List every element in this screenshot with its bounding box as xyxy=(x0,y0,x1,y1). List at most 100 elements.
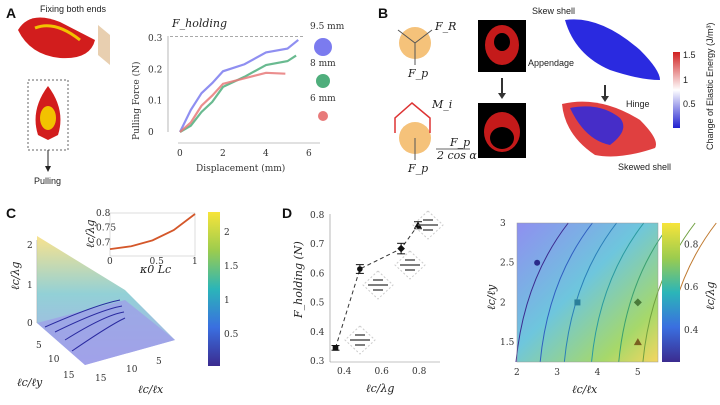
legend-marker xyxy=(314,38,332,56)
panel-label-d: D xyxy=(282,205,292,221)
shell-schematic xyxy=(362,270,394,300)
c-x-label: ℓc/ℓx xyxy=(138,383,164,396)
c-z-label: ℓc/λg xyxy=(9,262,22,290)
inset-y-tick: 0.7 xyxy=(96,238,111,248)
contour-line xyxy=(591,222,645,363)
x-axis-label: ℓc/λg xyxy=(366,382,394,395)
c-y-tick: 15 xyxy=(63,371,75,381)
pulling-force-chart: 0 0.1 0.2 0.3 0 2 4 6 F_holding Displacement (mm)… xyxy=(131,17,345,174)
c-z-tick: 0 xyxy=(27,319,33,329)
x-tick-label: 5 xyxy=(635,368,641,378)
c-z-tick: 2 xyxy=(27,241,33,251)
pulling-label: Pulling xyxy=(34,176,61,186)
c-z-tick: 1 xyxy=(27,281,33,291)
shell-schematic xyxy=(412,210,444,240)
inset-x-tick: 1 xyxy=(192,257,198,267)
y-tick-label: 2 xyxy=(500,298,506,308)
c-y-tick: 10 xyxy=(48,355,60,365)
marker-diamond xyxy=(397,244,405,253)
formula-denominator: 2 cos α xyxy=(436,149,477,162)
x-tick-label: 4 xyxy=(595,368,601,378)
energy-cbar-tick: 1.5 xyxy=(683,50,696,60)
moment-label: M_i xyxy=(431,98,452,111)
y-axis-label: Pulling Force (N) xyxy=(131,61,142,140)
c-x-tick: 15 xyxy=(95,374,107,384)
skew-shell-label: Skew shell xyxy=(532,6,575,16)
y-tick-label: 0.4 xyxy=(310,328,325,338)
marker-diamond xyxy=(633,298,642,307)
colorbar-tick: 0.4 xyxy=(684,326,699,336)
inset-frame xyxy=(109,212,196,257)
x-tick-label: 3 xyxy=(554,368,560,378)
c-x-tick: 5 xyxy=(156,357,162,367)
x-axis-label: ℓc/ℓx xyxy=(572,383,598,396)
legend-marker xyxy=(316,74,330,88)
holding-force-annotation: F_holding xyxy=(171,17,227,30)
contour-line xyxy=(563,222,617,363)
y-tick-label: 0.8 xyxy=(310,211,325,221)
y-tick-label: 0 xyxy=(148,128,154,138)
series-line-1 xyxy=(179,54,297,133)
panel-label-a: A xyxy=(6,5,16,21)
energy-cbar-tick: 1 xyxy=(683,75,688,85)
y-tick-label: 0.7 xyxy=(310,240,325,250)
marker-triangle xyxy=(633,338,642,346)
colorbar-tick: 0.6 xyxy=(684,283,699,293)
y-tick-label: 1.5 xyxy=(500,338,515,348)
y-tick-label: 0.5 xyxy=(310,299,325,309)
c-y-tick: 5 xyxy=(36,341,42,351)
y-tick-label: 0.6 xyxy=(310,269,325,279)
x-tick-label: 4 xyxy=(263,149,269,159)
x-tick-label: 0.6 xyxy=(375,367,390,377)
y-tick-label: 0.1 xyxy=(148,97,162,107)
x-tick-label: 0.8 xyxy=(412,367,427,377)
fixing-label: Fixing both ends xyxy=(40,4,107,14)
appendage-label: Appendage xyxy=(528,58,574,68)
energy-cbar-label: Change of Elastic Energy (J/m³) xyxy=(705,22,715,150)
force-diagram: F_R F_p M_i F_p F_p 2 cos α xyxy=(394,20,477,175)
series-line-0 xyxy=(179,39,299,133)
heatmap-chart: 1.5 2 2.5 3 2 3 4 5 ℓc/ℓx ℓc/ℓy 0.4 0.6 0.8 ℓc/λg xyxy=(485,219,717,396)
energy-map-before xyxy=(565,19,660,80)
c-cbar-tick: 1 xyxy=(224,296,230,306)
colorbar-label: ℓc/λg xyxy=(704,282,717,310)
trend-line xyxy=(335,224,419,349)
inset-y-tick: 0.75 xyxy=(96,224,116,234)
heatmap-field xyxy=(517,223,658,362)
holding-force-chart: 0.3 0.4 0.5 0.6 0.7 0.8 0.4 0.6 0.8 ℓc/λg F_holdin… xyxy=(292,210,444,395)
y-tick-label: 0.3 xyxy=(310,357,325,367)
x-tick-label: 0.4 xyxy=(337,367,352,377)
marker-circle xyxy=(534,259,541,266)
inset-x-tick: 0.5 xyxy=(150,257,165,267)
y-axis-label: F_holding (N) xyxy=(292,241,305,319)
hinge-label: Hinge xyxy=(626,99,650,109)
marker-square xyxy=(574,299,581,306)
gripper-illustration xyxy=(18,17,110,172)
c-colorbar xyxy=(208,212,220,366)
x-tick-label: 0 xyxy=(177,149,183,159)
heatmap-colorbar xyxy=(662,223,680,362)
skewed-shell-label: Skewed shell xyxy=(618,162,671,172)
legend-label: 6 mm xyxy=(310,94,336,104)
marker-circle xyxy=(357,266,363,272)
inset-x-label: κ0 Lc xyxy=(139,263,171,276)
marker-square xyxy=(332,345,339,351)
c-x-tick: 10 xyxy=(126,365,138,375)
shell-schematic xyxy=(394,250,426,280)
c-cbar-tick: 2 xyxy=(224,228,230,238)
y-tick-label: 3 xyxy=(500,219,506,229)
inset-x-tick: 0 xyxy=(107,257,113,267)
contour-line xyxy=(539,222,593,363)
y-axis-label: ℓc/ℓy xyxy=(485,284,498,310)
legend-label: 9.5 mm xyxy=(310,22,345,32)
inset-y-tick: 0.8 xyxy=(96,209,111,219)
c-cbar-tick: 1.5 xyxy=(224,262,239,272)
colorbar-tick: 0.8 xyxy=(684,240,699,250)
c-cbar-tick: 0.5 xyxy=(224,330,239,340)
heatmap-frame xyxy=(516,222,659,363)
contour-line xyxy=(642,222,696,363)
x-tick-label: 2 xyxy=(514,368,520,378)
force-p-label-bottom: F_p xyxy=(407,162,428,175)
panel-label-c: C xyxy=(6,205,16,221)
